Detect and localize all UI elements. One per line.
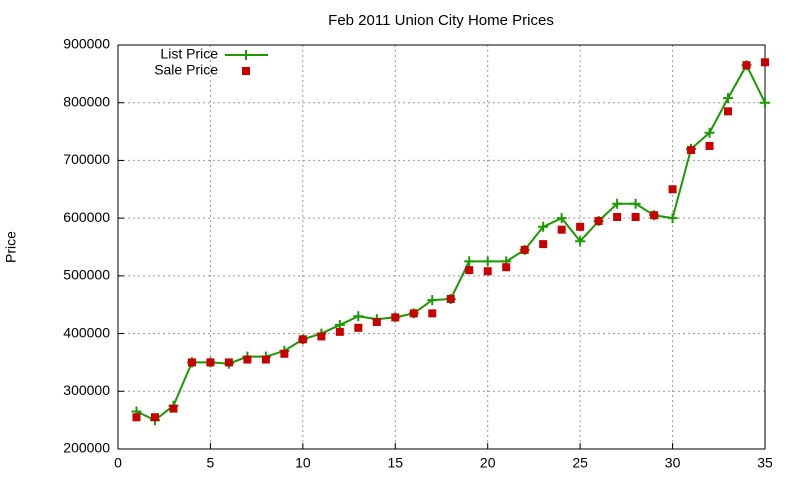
point [169, 404, 178, 413]
point [483, 267, 492, 276]
x-tick-label: 20 [480, 455, 496, 471]
point [224, 358, 233, 367]
point [464, 256, 475, 267]
point [132, 413, 141, 422]
legend-label: List Price [160, 46, 218, 62]
x-tick-label: 5 [207, 455, 215, 471]
series-line [136, 63, 766, 422]
point [150, 413, 159, 422]
point [280, 349, 289, 358]
y-tick-label: 300000 [63, 382, 110, 398]
point [724, 107, 733, 116]
point [650, 211, 659, 220]
legend-label: Sale Price [154, 62, 218, 78]
point [482, 256, 493, 267]
x-tick-label: 25 [572, 455, 588, 471]
point [576, 222, 585, 231]
x-tick-label: 15 [387, 455, 403, 471]
point [465, 266, 474, 275]
y-tick-label: 900000 [63, 36, 110, 52]
point [742, 61, 751, 70]
point [409, 309, 418, 318]
point [575, 236, 586, 247]
point [594, 217, 603, 226]
x-tick-label: 0 [114, 455, 122, 471]
point [391, 313, 400, 322]
x-tick-label: 35 [757, 455, 773, 471]
point [372, 318, 381, 327]
y-tick-label: 700000 [63, 151, 110, 167]
point [298, 335, 307, 344]
point [705, 142, 714, 150]
point [631, 212, 640, 221]
plot-frame [117, 44, 766, 450]
point [335, 327, 344, 336]
y-axis-label: Price [3, 231, 19, 263]
point [723, 93, 734, 104]
point [243, 355, 252, 364]
legend-marker [242, 67, 250, 75]
point [428, 309, 437, 318]
point [613, 212, 622, 221]
y-tick-label: 400000 [63, 324, 110, 340]
point [612, 198, 623, 209]
point [704, 127, 715, 138]
legend-marker [241, 50, 251, 60]
point [187, 358, 196, 367]
point [539, 240, 548, 249]
point [668, 185, 677, 194]
x-tick-label: 10 [295, 455, 311, 471]
point [761, 58, 769, 67]
y-tick-label: 200000 [63, 440, 110, 456]
point [667, 213, 678, 224]
point [538, 221, 549, 232]
point [687, 146, 696, 155]
y-tick-label: 800000 [63, 93, 110, 109]
point [206, 358, 215, 367]
point [556, 213, 567, 224]
point [353, 311, 364, 322]
chart-title: Feb 2011 Union City Home Prices [328, 12, 554, 29]
x-tick-label: 30 [665, 455, 681, 471]
point [502, 263, 511, 272]
point [317, 332, 326, 341]
y-tick-label: 500000 [63, 267, 110, 283]
point [446, 294, 455, 303]
y-tick-label: 600000 [63, 209, 110, 225]
point [520, 245, 529, 254]
point [354, 323, 363, 332]
point [261, 355, 270, 364]
point [630, 198, 641, 209]
point [760, 97, 770, 108]
point [557, 225, 566, 234]
point [427, 295, 438, 306]
